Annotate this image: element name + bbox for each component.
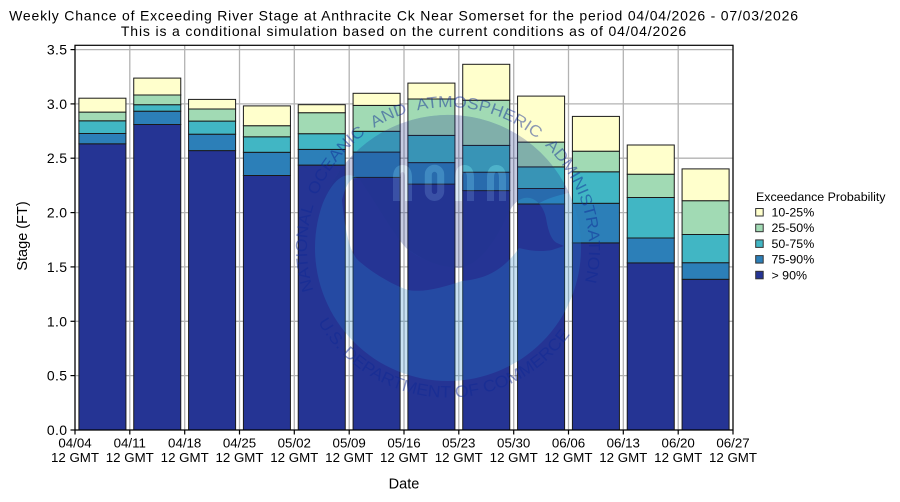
svg-text:12 GMT: 12 GMT — [161, 450, 209, 465]
svg-text:12 GMT: 12 GMT — [490, 450, 538, 465]
svg-text:12 GMT: 12 GMT — [380, 450, 428, 465]
svg-text:12 GMT: 12 GMT — [270, 450, 318, 465]
svg-text:04/25: 04/25 — [223, 436, 256, 451]
svg-text:12 GMT: 12 GMT — [325, 450, 373, 465]
svg-text:12 GMT: 12 GMT — [544, 450, 592, 465]
svg-text:06/27: 06/27 — [716, 436, 749, 451]
svg-text:12 GMT: 12 GMT — [599, 450, 647, 465]
svg-text:75-90%: 75-90% — [772, 253, 815, 267]
svg-text:10-25%: 10-25% — [772, 206, 815, 220]
svg-text:12 GMT: 12 GMT — [106, 450, 154, 465]
svg-text:0.0: 0.0 — [47, 422, 68, 438]
svg-text:2.5: 2.5 — [47, 150, 68, 166]
svg-text:05/16: 05/16 — [387, 436, 420, 451]
svg-text:05/23: 05/23 — [442, 436, 475, 451]
svg-text:25-50%: 25-50% — [772, 221, 815, 235]
svg-text:12 GMT: 12 GMT — [215, 450, 263, 465]
svg-text:05/09: 05/09 — [333, 436, 366, 451]
svg-text:06/13: 06/13 — [607, 436, 640, 451]
svg-text:04/11: 04/11 — [114, 436, 146, 451]
svg-text:1.5: 1.5 — [47, 259, 68, 275]
svg-text:12 GMT: 12 GMT — [654, 450, 702, 465]
svg-text:Weekly Chance of Exceeding Riv: Weekly Chance of Exceeding River Stage a… — [9, 8, 799, 24]
svg-text:3.0: 3.0 — [47, 96, 68, 112]
svg-text:> 90%: > 90% — [772, 268, 807, 282]
svg-text:04/04: 04/04 — [58, 436, 91, 451]
svg-text:12 GMT: 12 GMT — [435, 450, 483, 465]
svg-text:Exceedance Probability: Exceedance Probability — [756, 190, 886, 204]
svg-text:Date: Date — [389, 477, 420, 493]
svg-text:05/02: 05/02 — [278, 436, 311, 451]
svg-text:This is a conditional simulati: This is a conditional simulation based o… — [121, 23, 687, 39]
svg-text:0.5: 0.5 — [47, 368, 68, 384]
svg-text:12 GMT: 12 GMT — [51, 450, 99, 465]
svg-text:05/30: 05/30 — [497, 436, 530, 451]
svg-text:50-75%: 50-75% — [772, 237, 815, 251]
svg-text:Stage (FT): Stage (FT) — [15, 201, 31, 270]
svg-text:06/20: 06/20 — [662, 436, 695, 451]
svg-text:12 GMT: 12 GMT — [709, 450, 757, 465]
svg-text:06/06: 06/06 — [552, 436, 585, 451]
svg-text:3.5: 3.5 — [47, 42, 68, 58]
svg-text:2.0: 2.0 — [47, 205, 68, 221]
svg-text:04/18: 04/18 — [168, 436, 201, 451]
svg-text:1.0: 1.0 — [47, 313, 68, 329]
